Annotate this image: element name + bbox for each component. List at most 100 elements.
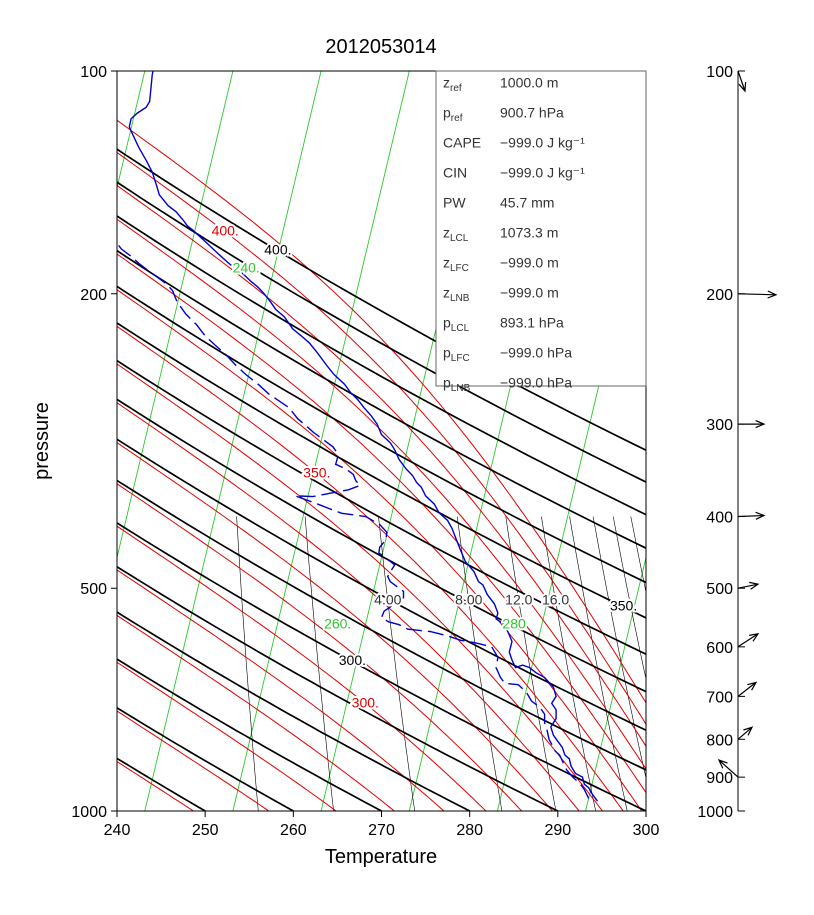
mixing-ratio-label: 16.0 bbox=[542, 592, 569, 608]
saturated-adiabat-line bbox=[117, 569, 445, 811]
info-zlnb-subscript: LNB bbox=[450, 293, 470, 304]
info-zlcl-subscript: LCL bbox=[450, 233, 469, 244]
isoline-labels: 400.350300.350.400.400.350.300.220.240.2… bbox=[24, 221, 640, 713]
isotherm-label: 240. bbox=[233, 259, 260, 275]
dry-adiabat-lines bbox=[117, 148, 646, 811]
info-plnb-value: −999.0 hPa bbox=[500, 375, 572, 391]
info-zref-subscript: ref bbox=[450, 83, 462, 94]
saturated-adiabat-line bbox=[117, 710, 270, 811]
y-axis-title: pressure bbox=[31, 402, 53, 480]
dry-adiabat-line bbox=[117, 181, 646, 484]
mixing-ratio-label: 12.0 bbox=[505, 592, 532, 608]
isotherm-label: 280 bbox=[502, 615, 526, 631]
saturated-adiabat-line bbox=[117, 151, 646, 726]
dry-adiabat-label: 350 bbox=[24, 259, 48, 275]
wind-tick-label: 900 bbox=[706, 770, 733, 787]
saturated-adiabat-line bbox=[117, 218, 646, 770]
wind-tick-label: 300 bbox=[706, 417, 733, 434]
wind-tick-label: 100 bbox=[706, 64, 733, 81]
info-zlfc-subscript: LFC bbox=[450, 263, 469, 274]
info-zlfc-value: −999.0 m bbox=[500, 255, 559, 271]
info-box-frame bbox=[435, 70, 647, 387]
y-tick-label: 100 bbox=[80, 64, 107, 81]
x-tick-label: 280 bbox=[456, 822, 483, 839]
mixing-ratio-line bbox=[236, 516, 259, 811]
dewpoint-sounding-line bbox=[117, 242, 590, 799]
saturated-adiabat-line bbox=[117, 402, 580, 811]
mixing-ratio-line bbox=[569, 516, 628, 811]
x-tick-label: 240 bbox=[104, 822, 131, 839]
saturated-adiabat-line bbox=[117, 760, 194, 811]
isotherm-lines bbox=[117, 71, 646, 811]
dry-adiabat-line bbox=[117, 398, 646, 693]
dry-adiabat-label: 300. bbox=[339, 652, 366, 668]
isotherm-line bbox=[117, 71, 234, 560]
wind-tick-label: 500 bbox=[706, 581, 733, 598]
dry-adiabat-line bbox=[117, 359, 646, 656]
wind-tick-label: 400 bbox=[706, 510, 733, 527]
dry-adiabat-line bbox=[117, 479, 646, 771]
wind-vector-arrow bbox=[738, 420, 766, 429]
mixing-ratio-label: 8.00 bbox=[455, 592, 482, 608]
wind-vector-arrow bbox=[737, 511, 766, 520]
info-plfc-value: −999.0 hPa bbox=[500, 345, 572, 361]
y-tick-label: 200 bbox=[80, 287, 107, 304]
saturated-adiabat-line bbox=[117, 325, 624, 811]
isotherm-line bbox=[117, 71, 146, 190]
isotherm-line bbox=[144, 71, 322, 811]
plot-area: 400.350300.350.400.400.350.300.220.240.2… bbox=[24, 71, 646, 811]
wind-vector-arrow bbox=[737, 290, 778, 299]
saturated-adiabat-line bbox=[117, 614, 395, 811]
x-tick-label: 300 bbox=[633, 822, 660, 839]
wind-vector-arrow bbox=[737, 70, 747, 93]
dry-adiabat-line bbox=[117, 249, 646, 550]
wind-vector-arrow bbox=[717, 759, 739, 778]
sounding-traces bbox=[117, 71, 599, 802]
saturated-adiabat-line bbox=[117, 184, 646, 748]
info-zlcl-value: 1073.3 m bbox=[500, 225, 558, 241]
dry-adiabat-line bbox=[117, 658, 382, 811]
wind-tick-label: 1000 bbox=[697, 804, 733, 821]
chart-title: 2012053014 bbox=[325, 36, 436, 58]
dry-adiabat-line bbox=[117, 757, 206, 811]
dry-adiabat-label: 400. bbox=[264, 242, 291, 258]
saturated-adiabat-line bbox=[117, 119, 646, 704]
mixing-ratio-lines bbox=[236, 516, 646, 811]
mixing-ratio-line bbox=[612, 516, 646, 681]
isotherm-label: 220. bbox=[56, 259, 83, 275]
info-pw-label: PW bbox=[443, 195, 466, 211]
dry-adiabat-line bbox=[117, 521, 646, 811]
wind-vector-arrow bbox=[737, 632, 760, 648]
dry-adiabat-line bbox=[117, 285, 646, 584]
info-pref-value: 900.7 hPa bbox=[500, 105, 564, 121]
saturated-adiabat-lines bbox=[117, 119, 646, 811]
info-cape-label: CAPE bbox=[443, 135, 481, 151]
isotherm-line bbox=[232, 71, 410, 811]
saturated-adiabat-line bbox=[117, 483, 523, 811]
saturated-adiabat-label: 300. bbox=[352, 694, 379, 710]
mixing-ratio-line bbox=[541, 516, 596, 811]
dry-adiabat-line bbox=[117, 810, 118, 811]
mixing-ratio-line bbox=[304, 516, 334, 811]
y-tick-label: 1000 bbox=[71, 804, 107, 821]
mixing-ratio-line bbox=[378, 516, 415, 811]
dry-adiabat-label: 350. bbox=[610, 598, 637, 614]
wind-tick-label: 700 bbox=[706, 689, 733, 706]
info-zlnb-value: −999.0 m bbox=[500, 285, 559, 301]
info-cape-value: −999.0 J kg⁻¹ bbox=[500, 135, 585, 151]
y-axis-ticks: 100 200 500 1000 bbox=[71, 64, 117, 821]
info-cin-label: CIN bbox=[443, 165, 467, 181]
isotherm-label: 260. bbox=[324, 615, 351, 631]
wind-tick-label: 800 bbox=[706, 732, 733, 749]
isotherm-line bbox=[585, 555, 646, 811]
dry-adiabat-line bbox=[117, 322, 646, 619]
wind-vector-arrow bbox=[737, 581, 760, 590]
dry-adiabat-line bbox=[117, 706, 294, 811]
info-zref-value: 1000.0 m bbox=[500, 75, 558, 91]
wind-vector-arrow bbox=[737, 726, 754, 740]
x-tick-label: 270 bbox=[368, 822, 395, 839]
wind-vector-arrow bbox=[737, 681, 758, 697]
info-pw-value: 45.7 mm bbox=[500, 195, 554, 211]
